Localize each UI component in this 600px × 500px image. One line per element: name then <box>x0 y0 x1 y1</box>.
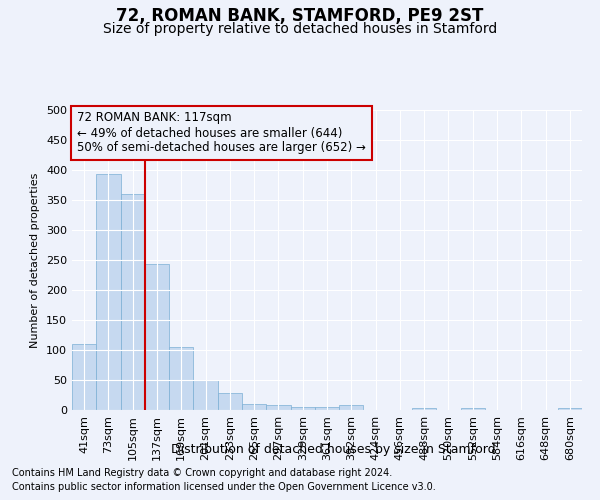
Bar <box>339 405 364 410</box>
Bar <box>315 407 339 410</box>
Bar <box>218 392 242 410</box>
Bar <box>412 408 436 410</box>
Bar <box>72 344 96 410</box>
Bar <box>193 380 218 410</box>
Y-axis label: Number of detached properties: Number of detached properties <box>31 172 40 348</box>
Text: Contains HM Land Registry data © Crown copyright and database right 2024.: Contains HM Land Registry data © Crown c… <box>12 468 392 477</box>
Bar <box>266 405 290 410</box>
Bar <box>242 404 266 410</box>
Text: 72, ROMAN BANK, STAMFORD, PE9 2ST: 72, ROMAN BANK, STAMFORD, PE9 2ST <box>116 8 484 26</box>
Bar <box>558 408 582 410</box>
Bar <box>96 174 121 410</box>
Bar <box>169 347 193 410</box>
Text: 72 ROMAN BANK: 117sqm
← 49% of detached houses are smaller (644)
50% of semi-det: 72 ROMAN BANK: 117sqm ← 49% of detached … <box>77 112 366 154</box>
Bar <box>121 194 145 410</box>
Text: Size of property relative to detached houses in Stamford: Size of property relative to detached ho… <box>103 22 497 36</box>
Bar <box>145 264 169 410</box>
Bar <box>461 408 485 410</box>
Text: Distribution of detached houses by size in Stamford: Distribution of detached houses by size … <box>170 442 496 456</box>
Bar <box>290 407 315 410</box>
Text: Contains public sector information licensed under the Open Government Licence v3: Contains public sector information licen… <box>12 482 436 492</box>
